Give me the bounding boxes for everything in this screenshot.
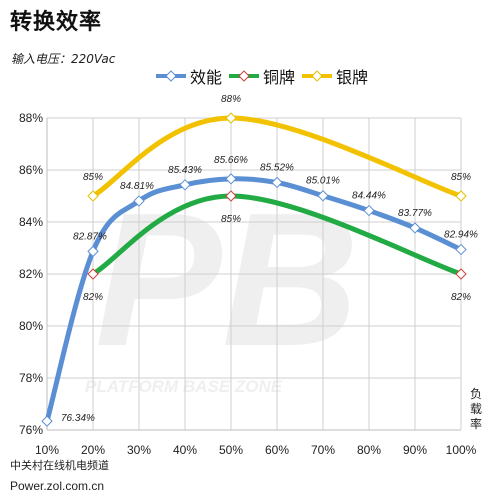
- data-label-efficiency: 82.87%: [73, 231, 107, 242]
- axes: 76% 78% 80% 82% 84% 86% 88% 10% 20% 30% 40% 50% 60% 7…: [19, 111, 477, 457]
- legend-marker-bronze: [229, 70, 260, 82]
- data-label-silver: 85%: [451, 172, 471, 183]
- data-point-efficiency: [41, 415, 53, 427]
- source-url: Power.zol.com.cn: [10, 479, 105, 493]
- data-label-bronze: 85%: [221, 214, 241, 225]
- page-title: 转换效率: [10, 10, 103, 35]
- x-tick-label: 40%: [173, 443, 197, 457]
- data-point-silver: [225, 112, 237, 124]
- x-tick-label: 50%: [219, 443, 243, 457]
- data-label-bronze: 82%: [83, 292, 103, 303]
- data-label-efficiency: 85.52%: [260, 162, 294, 173]
- legend-item-bronze: 铜牌: [228, 64, 295, 88]
- data-point-silver: [455, 190, 467, 202]
- x-tick-label: 10%: [35, 443, 59, 457]
- data-label-efficiency: 76.34%: [61, 413, 95, 424]
- x-tick-label: 100%: [446, 443, 477, 457]
- data-label-efficiency: 85.66%: [214, 155, 248, 166]
- y-tick-label: 86%: [19, 163, 43, 177]
- data-label-efficiency: 84.44%: [352, 191, 386, 202]
- y-tick-label: 82%: [19, 267, 43, 281]
- data-label-efficiency: 84.81%: [120, 181, 154, 192]
- y-tick-label: 80%: [19, 319, 43, 333]
- source-credit: 中关村在线机电频道: [10, 459, 109, 472]
- legend-marker-silver: [302, 70, 333, 82]
- x-tick-label: 80%: [357, 443, 381, 457]
- data-label-silver: 88%: [221, 94, 241, 105]
- x-tick-label: 30%: [127, 443, 151, 457]
- legend-item-efficiency: 效能: [155, 64, 222, 88]
- data-point-efficiency: [271, 176, 283, 189]
- x-axis-unit-label: 负载率: [470, 387, 482, 431]
- data-label-efficiency: 82.94%: [444, 230, 478, 241]
- data-point-efficiency: [87, 245, 99, 258]
- watermark-text: PLATFORM BASE ZONE: [85, 377, 283, 396]
- chart-subtitle: 输入电压：220Vac: [11, 52, 116, 66]
- x-tick-label: 90%: [403, 443, 427, 457]
- x-tick-label: 70%: [311, 443, 335, 457]
- data-point-efficiency: [409, 222, 421, 234]
- series-group: [41, 112, 467, 427]
- data-label-efficiency: 83.77%: [398, 208, 432, 219]
- data-point-bronze: [225, 190, 237, 202]
- y-tick-label: 76%: [19, 423, 43, 437]
- chart-legend: 效能 铜牌 银牌: [155, 64, 368, 88]
- legend-label-efficiency: 效能: [190, 68, 223, 87]
- data-point-bronze: [87, 268, 99, 280]
- y-tick-label: 78%: [19, 371, 43, 385]
- data-label-bronze: 82%: [451, 292, 471, 303]
- data-point-bronze: [455, 268, 467, 280]
- legend-marker-efficiency: [156, 70, 186, 82]
- legend-label-bronze: 铜牌: [263, 68, 296, 87]
- data-point-efficiency: [133, 195, 145, 207]
- data-point-efficiency: [363, 204, 375, 217]
- data-label-efficiency: 85.01%: [306, 176, 340, 187]
- data-point-efficiency: [455, 243, 467, 256]
- data-point-silver: [87, 190, 99, 202]
- data-label-efficiency: 85.43%: [168, 165, 202, 176]
- y-tick-label: 88%: [19, 111, 43, 125]
- y-tick-label: 84%: [19, 215, 43, 229]
- legend-item-silver: 银牌: [301, 64, 368, 88]
- data-label-silver: 85%: [83, 172, 103, 183]
- data-point-efficiency: [179, 179, 191, 191]
- data-point-efficiency: [317, 190, 329, 202]
- legend-label-silver: 银牌: [336, 68, 369, 87]
- x-tick-label: 20%: [81, 443, 105, 457]
- data-point-efficiency: [225, 173, 237, 185]
- x-tick-label: 60%: [265, 443, 289, 457]
- data-labels: 76.34% 82.87% 84.81% 85.43% 85.66% 85.52% 85.0…: [61, 94, 478, 424]
